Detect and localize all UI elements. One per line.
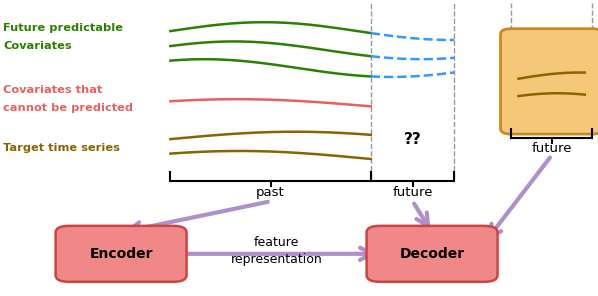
FancyBboxPatch shape [56,226,187,282]
Text: Covariates that: Covariates that [3,85,102,95]
Text: Covariates: Covariates [3,41,72,51]
Text: Target time series: Target time series [3,143,120,153]
Text: ??: ?? [404,132,422,147]
Text: feature: feature [254,236,299,249]
Text: Encoder: Encoder [89,247,153,261]
FancyBboxPatch shape [367,226,498,282]
Text: Future predictable: Future predictable [3,23,123,33]
Text: past: past [256,186,285,200]
Text: future: future [532,142,572,155]
FancyBboxPatch shape [501,29,598,134]
Text: cannot be predicted: cannot be predicted [3,103,133,113]
Text: representation: representation [231,253,322,266]
Text: future: future [392,186,433,200]
Text: Decoder: Decoder [399,247,465,261]
